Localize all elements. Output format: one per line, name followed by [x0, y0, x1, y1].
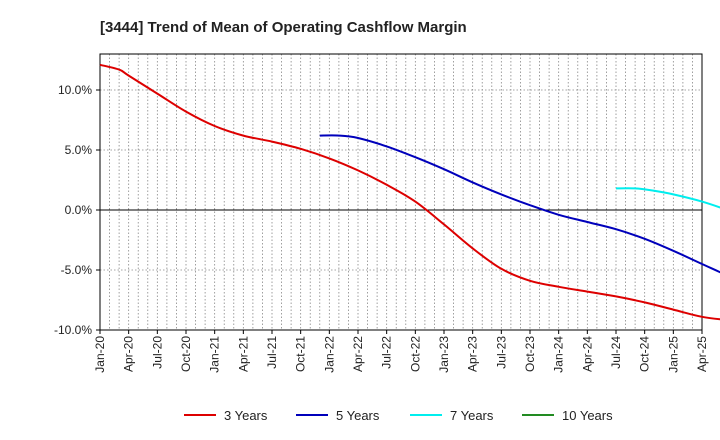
x-tick-label: Jan-25: [666, 336, 680, 373]
x-tick-label: Oct-24: [638, 336, 652, 372]
x-tick-label: Oct-22: [408, 336, 422, 372]
x-tick-label: Apr-20: [122, 336, 136, 372]
x-tick-label: Apr-24: [580, 336, 594, 372]
x-tick-label: Jul-24: [609, 336, 623, 369]
legend-label: 7 Years: [450, 408, 494, 423]
y-tick-label: -5.0%: [61, 263, 93, 277]
x-tick-label: Jul-23: [494, 336, 508, 369]
legend: 3 Years 5 Years 7 Years 10 Years: [184, 408, 613, 423]
x-axis-ticks: Jan-20 Apr-20 Jul-20 Oct-20 Jan-21 Apr-21 Jul-…: [93, 330, 709, 373]
y-axis-ticks: 10.0% 5.0% 0.0% -5.0% -10.0%: [54, 83, 100, 337]
x-tick-label: Apr-22: [351, 336, 365, 372]
x-tick-label: Oct-20: [179, 336, 193, 372]
x-tick-label: Jan-24: [552, 336, 566, 373]
y-tick-label: 0.0%: [65, 203, 93, 217]
series-line-5-years: [319, 134, 720, 274]
x-tick-label: Jul-22: [380, 336, 394, 369]
legend-label: 3 Years: [224, 408, 268, 423]
series-line-7-years: [615, 187, 720, 209]
series-line-3-years: [99, 63, 720, 321]
chart-title: [3444] Trend of Mean of Operating Cashfl…: [100, 19, 467, 36]
grid-lines: [100, 54, 702, 331]
x-tick-label: Jan-22: [322, 336, 336, 373]
legend-label: 10 Years: [562, 408, 613, 423]
y-tick-label: -10.0%: [54, 323, 92, 337]
x-tick-label: Jan-23: [437, 336, 451, 373]
legend-label: 5 Years: [336, 408, 380, 423]
x-tick-label: Oct-23: [523, 336, 537, 372]
y-tick-label: 5.0%: [65, 143, 93, 157]
x-tick-label: Jan-20: [93, 336, 107, 373]
x-tick-label: Apr-23: [466, 336, 480, 372]
x-tick-label: Jan-21: [208, 336, 222, 373]
y-tick-label: 10.0%: [58, 83, 92, 97]
x-tick-label: Jul-21: [265, 336, 279, 369]
x-tick-label: Apr-25: [695, 336, 709, 372]
x-tick-label: Oct-21: [294, 336, 308, 372]
x-tick-label: Apr-21: [236, 336, 250, 372]
series-lines: [99, 63, 720, 321]
x-tick-label: Jul-20: [150, 336, 164, 369]
plot-frame: [99, 53, 703, 331]
